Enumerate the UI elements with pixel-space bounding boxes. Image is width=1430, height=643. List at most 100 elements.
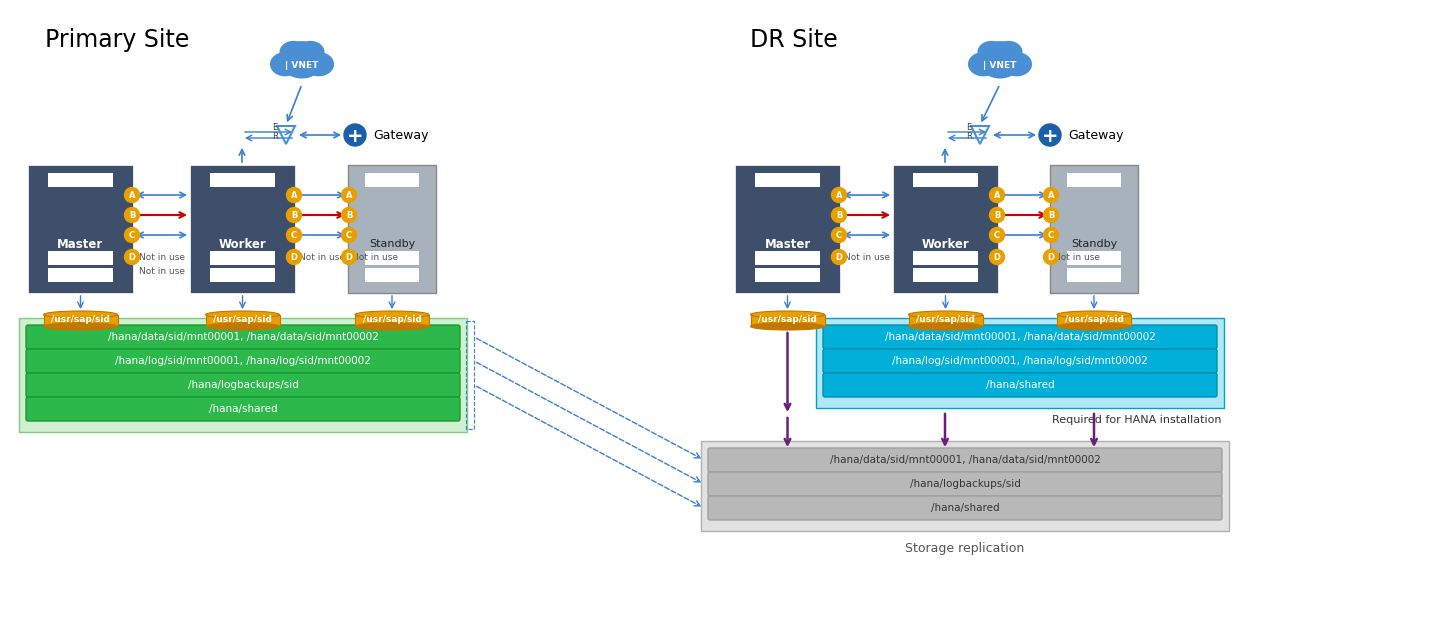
Text: A: A xyxy=(994,190,1000,199)
Text: /hana/log/sid/mnt00001, /hana/log/sid/mnt00002: /hana/log/sid/mnt00001, /hana/log/sid/mn… xyxy=(892,356,1148,366)
Text: /usr/sap/sid: /usr/sap/sid xyxy=(213,314,272,323)
Text: Not in use: Not in use xyxy=(299,253,345,262)
Circle shape xyxy=(286,188,302,203)
FancyBboxPatch shape xyxy=(1067,173,1121,186)
Ellipse shape xyxy=(290,42,313,60)
Text: | VNET: | VNET xyxy=(984,60,1017,69)
Text: D: D xyxy=(129,253,136,262)
Text: Standby: Standby xyxy=(369,239,415,249)
Ellipse shape xyxy=(980,46,1020,78)
FancyBboxPatch shape xyxy=(1067,251,1121,265)
Text: B: B xyxy=(290,210,297,219)
Text: A: A xyxy=(835,190,842,199)
FancyBboxPatch shape xyxy=(755,173,819,186)
Text: C: C xyxy=(129,230,134,239)
Circle shape xyxy=(342,249,356,264)
Text: Not in use: Not in use xyxy=(844,253,889,262)
Text: Not in use: Not in use xyxy=(139,253,184,262)
Ellipse shape xyxy=(751,311,825,318)
Text: /hana/shared: /hana/shared xyxy=(985,380,1054,390)
FancyBboxPatch shape xyxy=(19,318,468,432)
Circle shape xyxy=(342,188,356,203)
Circle shape xyxy=(124,249,140,264)
Circle shape xyxy=(831,188,847,203)
Text: /usr/sap/sid: /usr/sap/sid xyxy=(51,314,110,323)
FancyBboxPatch shape xyxy=(26,373,460,397)
FancyBboxPatch shape xyxy=(824,325,1217,349)
Text: D: D xyxy=(994,253,1001,262)
Circle shape xyxy=(286,228,302,242)
FancyBboxPatch shape xyxy=(755,268,819,282)
Text: B: B xyxy=(1048,210,1054,219)
Ellipse shape xyxy=(355,323,429,330)
Circle shape xyxy=(124,188,140,203)
Circle shape xyxy=(1044,228,1058,242)
FancyBboxPatch shape xyxy=(210,173,275,186)
Ellipse shape xyxy=(270,53,300,76)
Text: D: D xyxy=(1048,253,1054,262)
FancyBboxPatch shape xyxy=(912,173,978,186)
Text: /hana/data/sid/mnt00001, /hana/data/sid/mnt00002: /hana/data/sid/mnt00001, /hana/data/sid/… xyxy=(885,332,1155,342)
Ellipse shape xyxy=(355,311,429,318)
Text: Master: Master xyxy=(765,238,811,251)
FancyBboxPatch shape xyxy=(26,325,460,349)
Text: A: A xyxy=(290,190,297,199)
Ellipse shape xyxy=(1002,53,1031,76)
FancyBboxPatch shape xyxy=(892,165,998,293)
Text: Not in use: Not in use xyxy=(1054,253,1100,262)
Text: C: C xyxy=(290,230,297,239)
Text: B: B xyxy=(346,210,352,219)
Ellipse shape xyxy=(43,311,117,318)
Circle shape xyxy=(286,249,302,264)
Text: /hana/shared: /hana/shared xyxy=(931,503,1000,513)
Text: E: E xyxy=(967,123,971,132)
Text: Not in use: Not in use xyxy=(139,266,184,275)
Ellipse shape xyxy=(297,42,323,62)
Text: | VNET: | VNET xyxy=(286,60,319,69)
Ellipse shape xyxy=(995,42,1022,62)
Text: B: B xyxy=(129,210,136,219)
Circle shape xyxy=(1040,124,1061,146)
Text: R: R xyxy=(272,132,277,141)
FancyBboxPatch shape xyxy=(817,318,1224,408)
Text: /hana/data/sid/mnt00001, /hana/data/sid/mnt00002: /hana/data/sid/mnt00001, /hana/data/sid/… xyxy=(829,455,1101,465)
Text: A: A xyxy=(1048,190,1054,199)
Ellipse shape xyxy=(988,42,1012,60)
FancyBboxPatch shape xyxy=(824,349,1217,373)
Text: C: C xyxy=(346,230,352,239)
FancyBboxPatch shape xyxy=(355,314,429,327)
Text: +: + xyxy=(346,127,363,147)
Ellipse shape xyxy=(908,323,982,330)
Circle shape xyxy=(124,208,140,222)
FancyBboxPatch shape xyxy=(912,268,978,282)
Circle shape xyxy=(124,228,140,242)
Text: Not in use: Not in use xyxy=(352,253,398,262)
Text: A: A xyxy=(346,190,352,199)
FancyBboxPatch shape xyxy=(26,397,460,421)
Text: D: D xyxy=(290,253,297,262)
FancyBboxPatch shape xyxy=(701,441,1228,531)
Ellipse shape xyxy=(908,311,982,318)
FancyBboxPatch shape xyxy=(1067,268,1121,282)
Text: /usr/sap/sid: /usr/sap/sid xyxy=(917,314,975,323)
Circle shape xyxy=(1044,208,1058,222)
Circle shape xyxy=(342,228,356,242)
Ellipse shape xyxy=(282,46,322,78)
Text: B: B xyxy=(994,210,1000,219)
Text: /hana/log/sid/mnt00001, /hana/log/sid/mnt00002: /hana/log/sid/mnt00001, /hana/log/sid/mn… xyxy=(114,356,370,366)
Circle shape xyxy=(990,188,1004,203)
Circle shape xyxy=(286,208,302,222)
Circle shape xyxy=(345,124,366,146)
FancyBboxPatch shape xyxy=(210,268,275,282)
Ellipse shape xyxy=(968,53,998,76)
FancyBboxPatch shape xyxy=(751,314,825,327)
Text: +: + xyxy=(1041,127,1058,147)
Text: Master: Master xyxy=(57,238,103,251)
FancyBboxPatch shape xyxy=(708,448,1223,472)
Text: Standby: Standby xyxy=(1071,239,1117,249)
Text: /hana/logbackups/sid: /hana/logbackups/sid xyxy=(187,380,299,390)
Text: C: C xyxy=(837,230,842,239)
FancyBboxPatch shape xyxy=(365,251,419,265)
FancyBboxPatch shape xyxy=(26,349,460,373)
Circle shape xyxy=(1044,188,1058,203)
